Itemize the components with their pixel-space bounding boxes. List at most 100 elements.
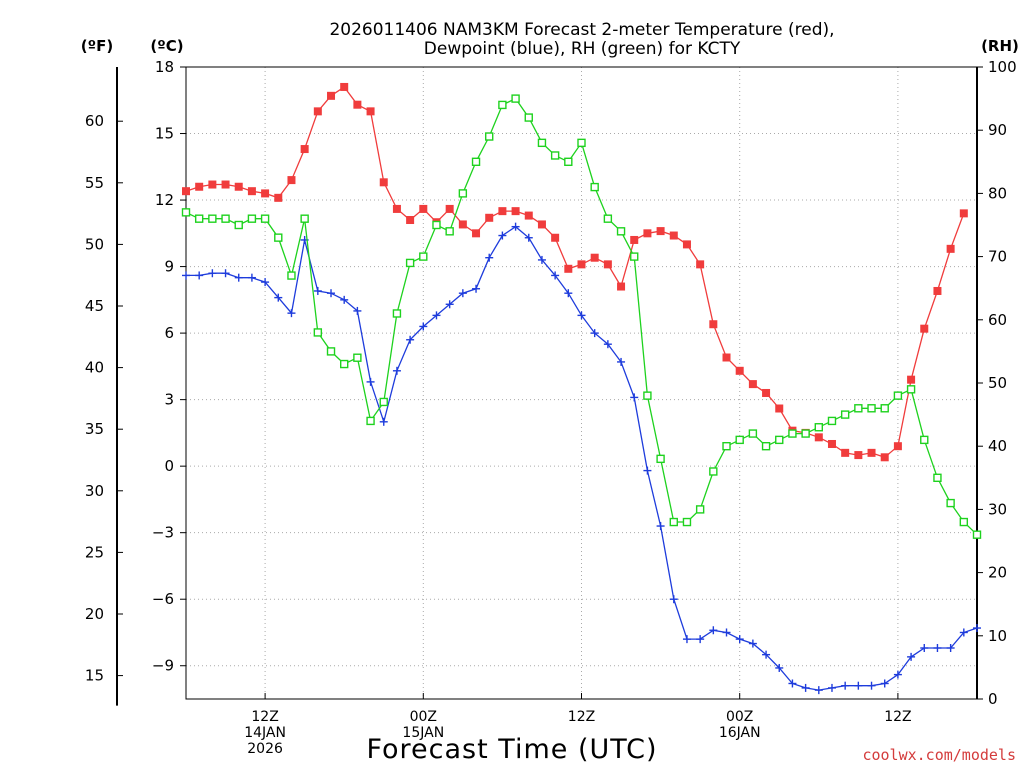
- dewpoint-point: [867, 681, 876, 690]
- rh-point: [920, 435, 929, 445]
- rh-point: [392, 309, 402, 318]
- temperature-point: [379, 178, 388, 187]
- chart-title-line-1: 2026011406 NAM3KM Forecast 2-meter Tempe…: [329, 20, 834, 40]
- dewpoint-point: [893, 670, 902, 679]
- temperature-point: [182, 187, 190, 196]
- temperature-point: [524, 211, 533, 220]
- rh-point: [577, 138, 586, 148]
- temperature-point: [630, 235, 639, 244]
- temperature-point: [841, 448, 850, 457]
- rh-point: [735, 435, 744, 445]
- rh-point: [313, 328, 323, 337]
- rh-tick-label: 40: [988, 437, 1007, 455]
- dewpoint-point: [208, 269, 217, 278]
- rh-point: [814, 423, 823, 432]
- rh-point: [405, 258, 415, 268]
- rh-tick-label: 0: [988, 690, 998, 708]
- dewpoint-point: [590, 329, 599, 338]
- rh-point: [643, 391, 652, 400]
- temperature-point: [234, 182, 243, 191]
- temperature-point: [458, 220, 467, 229]
- dewpoint-point: [524, 233, 533, 242]
- dewpoint-point: [458, 289, 467, 298]
- rh-point: [656, 454, 665, 464]
- rh-point: [498, 100, 507, 110]
- celsius-tick-label: −3: [152, 524, 174, 542]
- temperature-point: [287, 176, 296, 185]
- temperature-point: [775, 404, 784, 413]
- dewpoint-point: [933, 643, 942, 652]
- celsius-tick-label: 9: [164, 258, 174, 276]
- fahrenheit-tick-label: 50: [85, 235, 104, 253]
- temperature-point: [669, 231, 678, 240]
- rh-point: [959, 517, 969, 527]
- dewpoint-point: [946, 643, 955, 652]
- temperature-point: [696, 260, 705, 269]
- dewpoint-point: [762, 650, 771, 659]
- dewpoint-point: [287, 309, 296, 318]
- dewpoint-point: [247, 273, 256, 282]
- rh-point: [893, 391, 903, 400]
- rh-tick-label: 70: [988, 248, 1007, 266]
- temperature-point: [208, 180, 217, 189]
- rh-point: [761, 442, 771, 451]
- dewpoint-point: [498, 231, 507, 240]
- dewpoint-point: [511, 222, 520, 231]
- dewpoint-point: [907, 652, 916, 661]
- x-tick-label: 14JAN: [244, 725, 286, 741]
- fahrenheit-tick-label: 40: [85, 359, 104, 377]
- rh-axis-unit: (RH): [981, 37, 1019, 55]
- dewpoint-point: [682, 635, 691, 644]
- dewpoint-point: [801, 683, 810, 692]
- temperature-point: [762, 388, 771, 397]
- rh-point: [511, 94, 520, 103]
- dewpoint-point: [709, 626, 718, 635]
- dewpoint-point: [419, 322, 428, 331]
- dewpoint-point: [735, 635, 744, 644]
- rh-point: [590, 182, 599, 192]
- temperature-point: [748, 380, 757, 389]
- dewpoint-point: [274, 293, 283, 302]
- temperature-point: [274, 193, 283, 202]
- temperature-point: [920, 324, 929, 333]
- dewpoint-point: [234, 273, 243, 282]
- rh-point: [933, 473, 942, 482]
- rh-point: [722, 442, 731, 451]
- dewpoint-point: [841, 681, 850, 690]
- rh-point: [234, 220, 243, 230]
- dewpoint-point: [472, 284, 481, 293]
- dewpoint-point: [669, 595, 678, 604]
- dewpoint-point: [195, 271, 204, 280]
- celsius-tick-label: 0: [164, 457, 174, 475]
- fahrenheit-tick-label: 25: [85, 543, 104, 561]
- dewpoint-point: [630, 393, 639, 402]
- fahrenheit-tick-label: 60: [85, 112, 104, 130]
- celsius-tick-label: −6: [152, 590, 174, 608]
- grid-lines: [186, 67, 977, 699]
- rh-point: [550, 151, 560, 160]
- temperature-point: [419, 204, 428, 213]
- dewpoint-point: [775, 663, 784, 672]
- temperature-point: [445, 204, 454, 213]
- rh-point: [682, 517, 692, 527]
- temperature-point: [735, 366, 744, 375]
- rh-point: [775, 435, 784, 445]
- rh-tick-label: 50: [988, 374, 1007, 392]
- temperature-point: [221, 180, 230, 189]
- dewpoint-point: [551, 271, 560, 280]
- series-rh: [181, 94, 982, 539]
- dewpoint-point: [880, 679, 889, 688]
- temperature-point: [195, 182, 204, 191]
- temperature-point: [564, 264, 573, 273]
- temperature-point: [472, 229, 481, 238]
- rh-point: [287, 271, 296, 280]
- temperature-point: [827, 439, 836, 448]
- dewpoint-point: [696, 635, 705, 644]
- celsius-tick-label: 12: [155, 191, 174, 209]
- rh-point: [366, 416, 375, 426]
- temperature-point: [577, 260, 586, 269]
- celsius-tick-label: 15: [155, 125, 174, 143]
- dewpoint-point: [182, 271, 190, 280]
- dewpoint-point: [261, 278, 270, 287]
- temperature-point: [261, 189, 270, 198]
